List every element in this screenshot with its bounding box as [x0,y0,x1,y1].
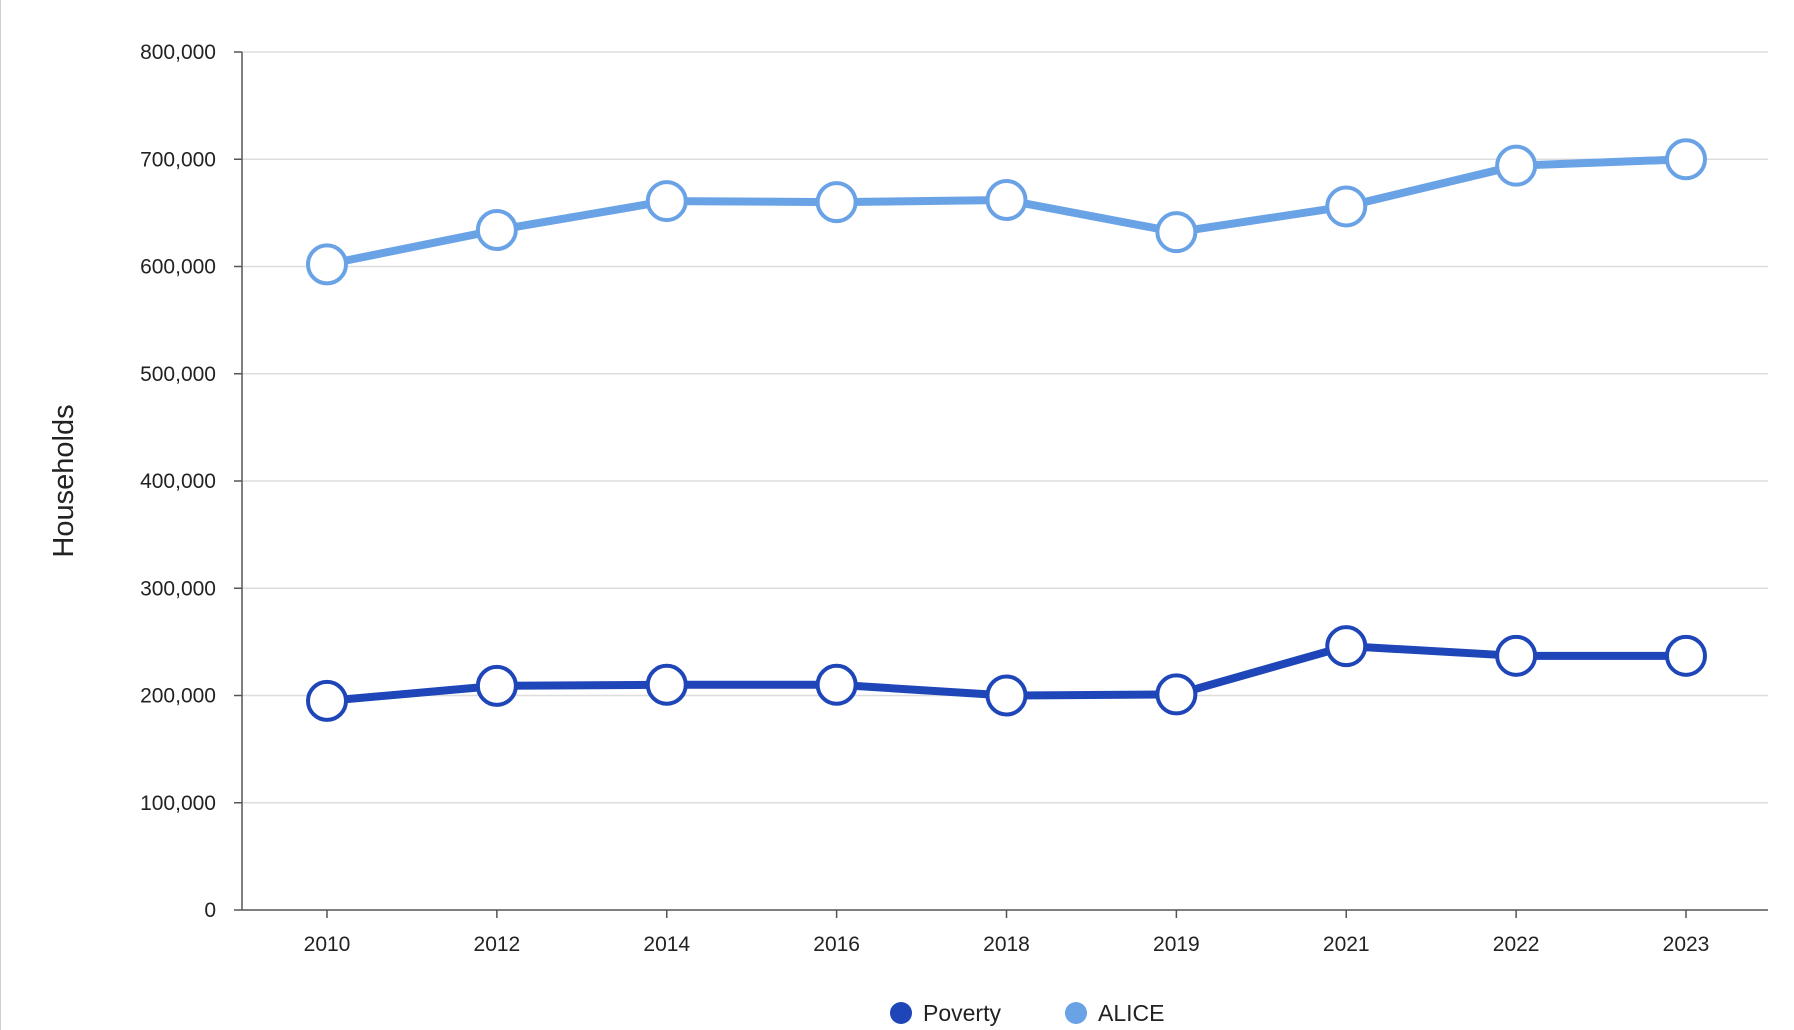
data-point[interactable] [1665,634,1707,677]
y-tick-label: 100,000 [140,792,216,815]
data-point[interactable] [1155,673,1198,716]
legend-item-alice[interactable]: ALICE [1065,1000,1164,1026]
y-tick-label: 400,000 [140,470,216,493]
x-tick-label: 2016 [813,933,860,956]
legend-label: Poverty [923,1000,1001,1026]
x-tick-label: 2010 [304,933,351,956]
data-point[interactable] [306,679,348,722]
legend-item-poverty[interactable]: Poverty [890,1000,1001,1026]
data-point[interactable] [1155,211,1198,254]
data-point[interactable] [1495,144,1538,187]
data-point[interactable] [645,663,688,706]
data-point[interactable] [1495,634,1538,677]
data-point[interactable] [985,179,1028,222]
data-point[interactable] [815,181,858,224]
data-point[interactable] [645,180,688,223]
series-alice [306,138,1707,286]
series-poverty [306,625,1707,722]
x-tick-label: 2022 [1493,933,1540,956]
x-tick-label: 2018 [983,933,1030,956]
y-tick-label: 800,000 [140,41,216,64]
data-point[interactable] [1665,138,1707,181]
data-point[interactable] [1325,185,1368,228]
x-tick-label: 2012 [474,933,521,956]
legend-marker [890,1002,912,1024]
x-tick-label: 2023 [1663,933,1710,956]
legend-label: ALICE [1098,1000,1164,1026]
x-tick-labels: 2010 2012 2014 2016 2018 2019 2021 2022 2023 [304,933,1710,956]
x-tick-label: 2019 [1153,933,1200,956]
y-tick-label: 0 [204,899,216,922]
y-tick-label: 300,000 [140,577,216,600]
series-lines [306,138,1707,722]
axes [234,51,1768,918]
data-point[interactable] [306,243,348,286]
data-point[interactable] [985,674,1028,717]
data-point[interactable] [1325,625,1368,668]
y-tick-label: 700,000 [140,148,216,171]
y-tick-labels: 0 100,000 200,000 300,000 400,000 500,000 600,… [140,41,216,922]
x-tick-label: 2014 [643,933,690,956]
x-tick-label: 2021 [1323,933,1370,956]
legend: Poverty ALICE [890,1000,1164,1026]
data-point[interactable] [475,664,518,707]
y-axis-title: Households [48,404,80,557]
legend-marker [1065,1002,1087,1024]
y-tick-label: 500,000 [140,363,216,386]
y-tick-label: 600,000 [140,256,216,279]
data-point[interactable] [815,663,858,706]
y-tick-label: 200,000 [140,685,216,708]
data-point[interactable] [475,209,518,252]
